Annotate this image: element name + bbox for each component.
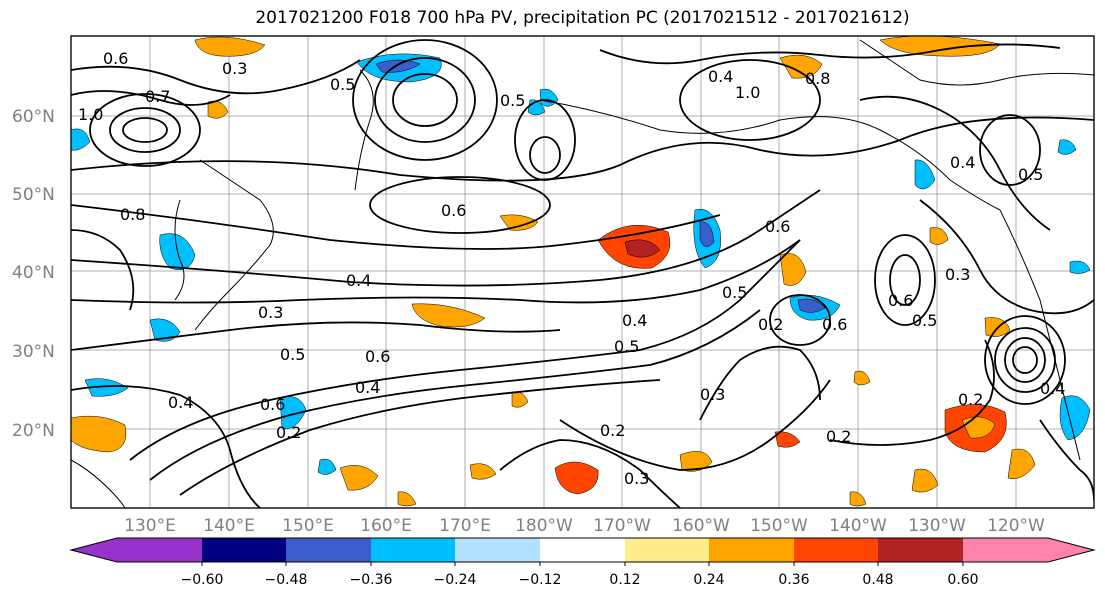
map-title: 2017021200 F018 700 hPa PV, precipitatio… — [255, 8, 910, 28]
contour-label: 0.6 — [888, 291, 913, 310]
contour-label: 0.7 — [145, 87, 170, 106]
map-panel — [70, 35, 1095, 509]
colorbar-cell — [625, 538, 710, 562]
colorbar-tick-label: 0.36 — [778, 572, 809, 588]
contour-labels: 0.6 0.3 0.5 0.7 1.0 0.8 0.6 0.5 0.8 0.4 … — [78, 49, 1065, 488]
contour-label: 0.6 — [822, 315, 847, 334]
colorbar-cell — [455, 538, 541, 562]
lon-label: 130°E — [124, 516, 176, 536]
colorbar-cells — [69, 537, 1096, 563]
contour-label: 1.0 — [735, 83, 760, 102]
lon-label: 130°W — [908, 516, 966, 536]
contour-label: 0.6 — [765, 217, 790, 236]
contour-label: 0.3 — [945, 265, 970, 284]
latitude-labels: 60°N 50°N 40°N 30°N 20°N — [12, 107, 55, 441]
contour-label: 0.6 — [365, 347, 390, 366]
contour-label: 0.2 — [826, 427, 851, 446]
colorbar-cell — [540, 538, 626, 562]
lon-label: 160°E — [360, 516, 412, 536]
lon-label: 180°W — [515, 516, 573, 536]
contour-label: 0.8 — [120, 205, 145, 224]
colorbar-cell — [963, 538, 1049, 562]
contour-label: 0.5 — [500, 91, 525, 110]
contour-label: 0.6 — [103, 49, 128, 68]
lat-label: 60°N — [12, 107, 55, 127]
contour-label: 0.5 — [722, 283, 747, 302]
pv-contours — [71, 39, 1094, 508]
colorbar-tick-label: 0.24 — [693, 572, 724, 588]
contour-label: 0.5 — [614, 337, 639, 356]
colorbar-ticks: −0.60 −0.48 −0.36 −0.24 −0.12 0.12 0.24 … — [181, 572, 979, 588]
colorbar-cell — [371, 538, 456, 562]
contour-label: 0.2 — [958, 390, 983, 409]
contour-label: 0.4 — [622, 311, 647, 330]
colorbar-tick-label: −0.60 — [181, 572, 224, 588]
contour-label: 0.3 — [258, 303, 283, 322]
lon-label: 170°E — [439, 516, 491, 536]
contour-label: 0.2 — [600, 421, 625, 440]
colorbar-tick-label: 0.12 — [609, 572, 640, 588]
lon-label: 150°E — [282, 516, 334, 536]
colorbar-cell — [794, 538, 879, 562]
contour-label: 0.3 — [222, 59, 247, 78]
colorbar-cell — [878, 538, 964, 562]
contour-label: 0.4 — [168, 393, 193, 412]
lon-label: 170°W — [593, 516, 651, 536]
colorbar-tick-label: 0.60 — [947, 572, 978, 588]
lat-label: 50°N — [12, 185, 55, 205]
longitude-labels: 130°E 140°E 150°E 160°E 170°E 180°W 170°… — [124, 516, 1045, 536]
contour-label: 0.5 — [280, 345, 305, 364]
contour-label: 0.4 — [1040, 379, 1065, 398]
contour-label: 0.4 — [355, 378, 380, 397]
colorbar-tick-label: −0.12 — [519, 572, 562, 588]
lat-label: 30°N — [12, 342, 55, 362]
contour-label: 0.5 — [1018, 165, 1043, 184]
colorbar-outline — [69, 537, 1096, 563]
contour-label: 0.6 — [441, 201, 466, 220]
colorbar-cell — [286, 538, 372, 562]
colorbar: −0.60 −0.48 −0.36 −0.24 −0.12 0.12 0.24 … — [69, 537, 1096, 588]
lon-label: 120°W — [987, 516, 1045, 536]
colorbar-tick-label: −0.48 — [265, 572, 308, 588]
contour-label: 0.8 — [805, 69, 830, 88]
lon-label: 140°E — [203, 516, 255, 536]
contour-label: 0.5 — [330, 75, 355, 94]
lon-label: 150°W — [750, 516, 808, 536]
contour-label: 0.2 — [758, 315, 783, 334]
colorbar-tick-label: −0.24 — [434, 572, 477, 588]
lat-label: 20°N — [12, 421, 55, 441]
colorbar-cell — [709, 538, 795, 562]
contour-label: 1.0 — [78, 105, 103, 124]
contour-label: 0.3 — [624, 469, 649, 488]
contour-label: 0.3 — [700, 385, 725, 404]
colorbar-tick-label: −0.36 — [350, 572, 393, 588]
colorbar-extend-min — [71, 538, 117, 562]
lat-label: 40°N — [12, 263, 55, 283]
contour-label: 0.4 — [708, 67, 733, 86]
contour-label: 0.2 — [276, 423, 301, 442]
lon-label: 140°W — [829, 516, 887, 536]
colorbar-cell — [117, 538, 203, 562]
lon-label: 160°W — [672, 516, 730, 536]
colorbar-tick-label: 0.48 — [862, 572, 893, 588]
colorbar-extend-max — [1048, 538, 1094, 562]
contour-label: 0.4 — [346, 271, 371, 290]
contour-label: 0.5 — [912, 311, 937, 330]
coastlines — [71, 39, 1094, 508]
contour-label: 0.6 — [260, 395, 285, 414]
colorbar-cell — [202, 538, 287, 562]
contour-label: 0.4 — [950, 153, 975, 172]
